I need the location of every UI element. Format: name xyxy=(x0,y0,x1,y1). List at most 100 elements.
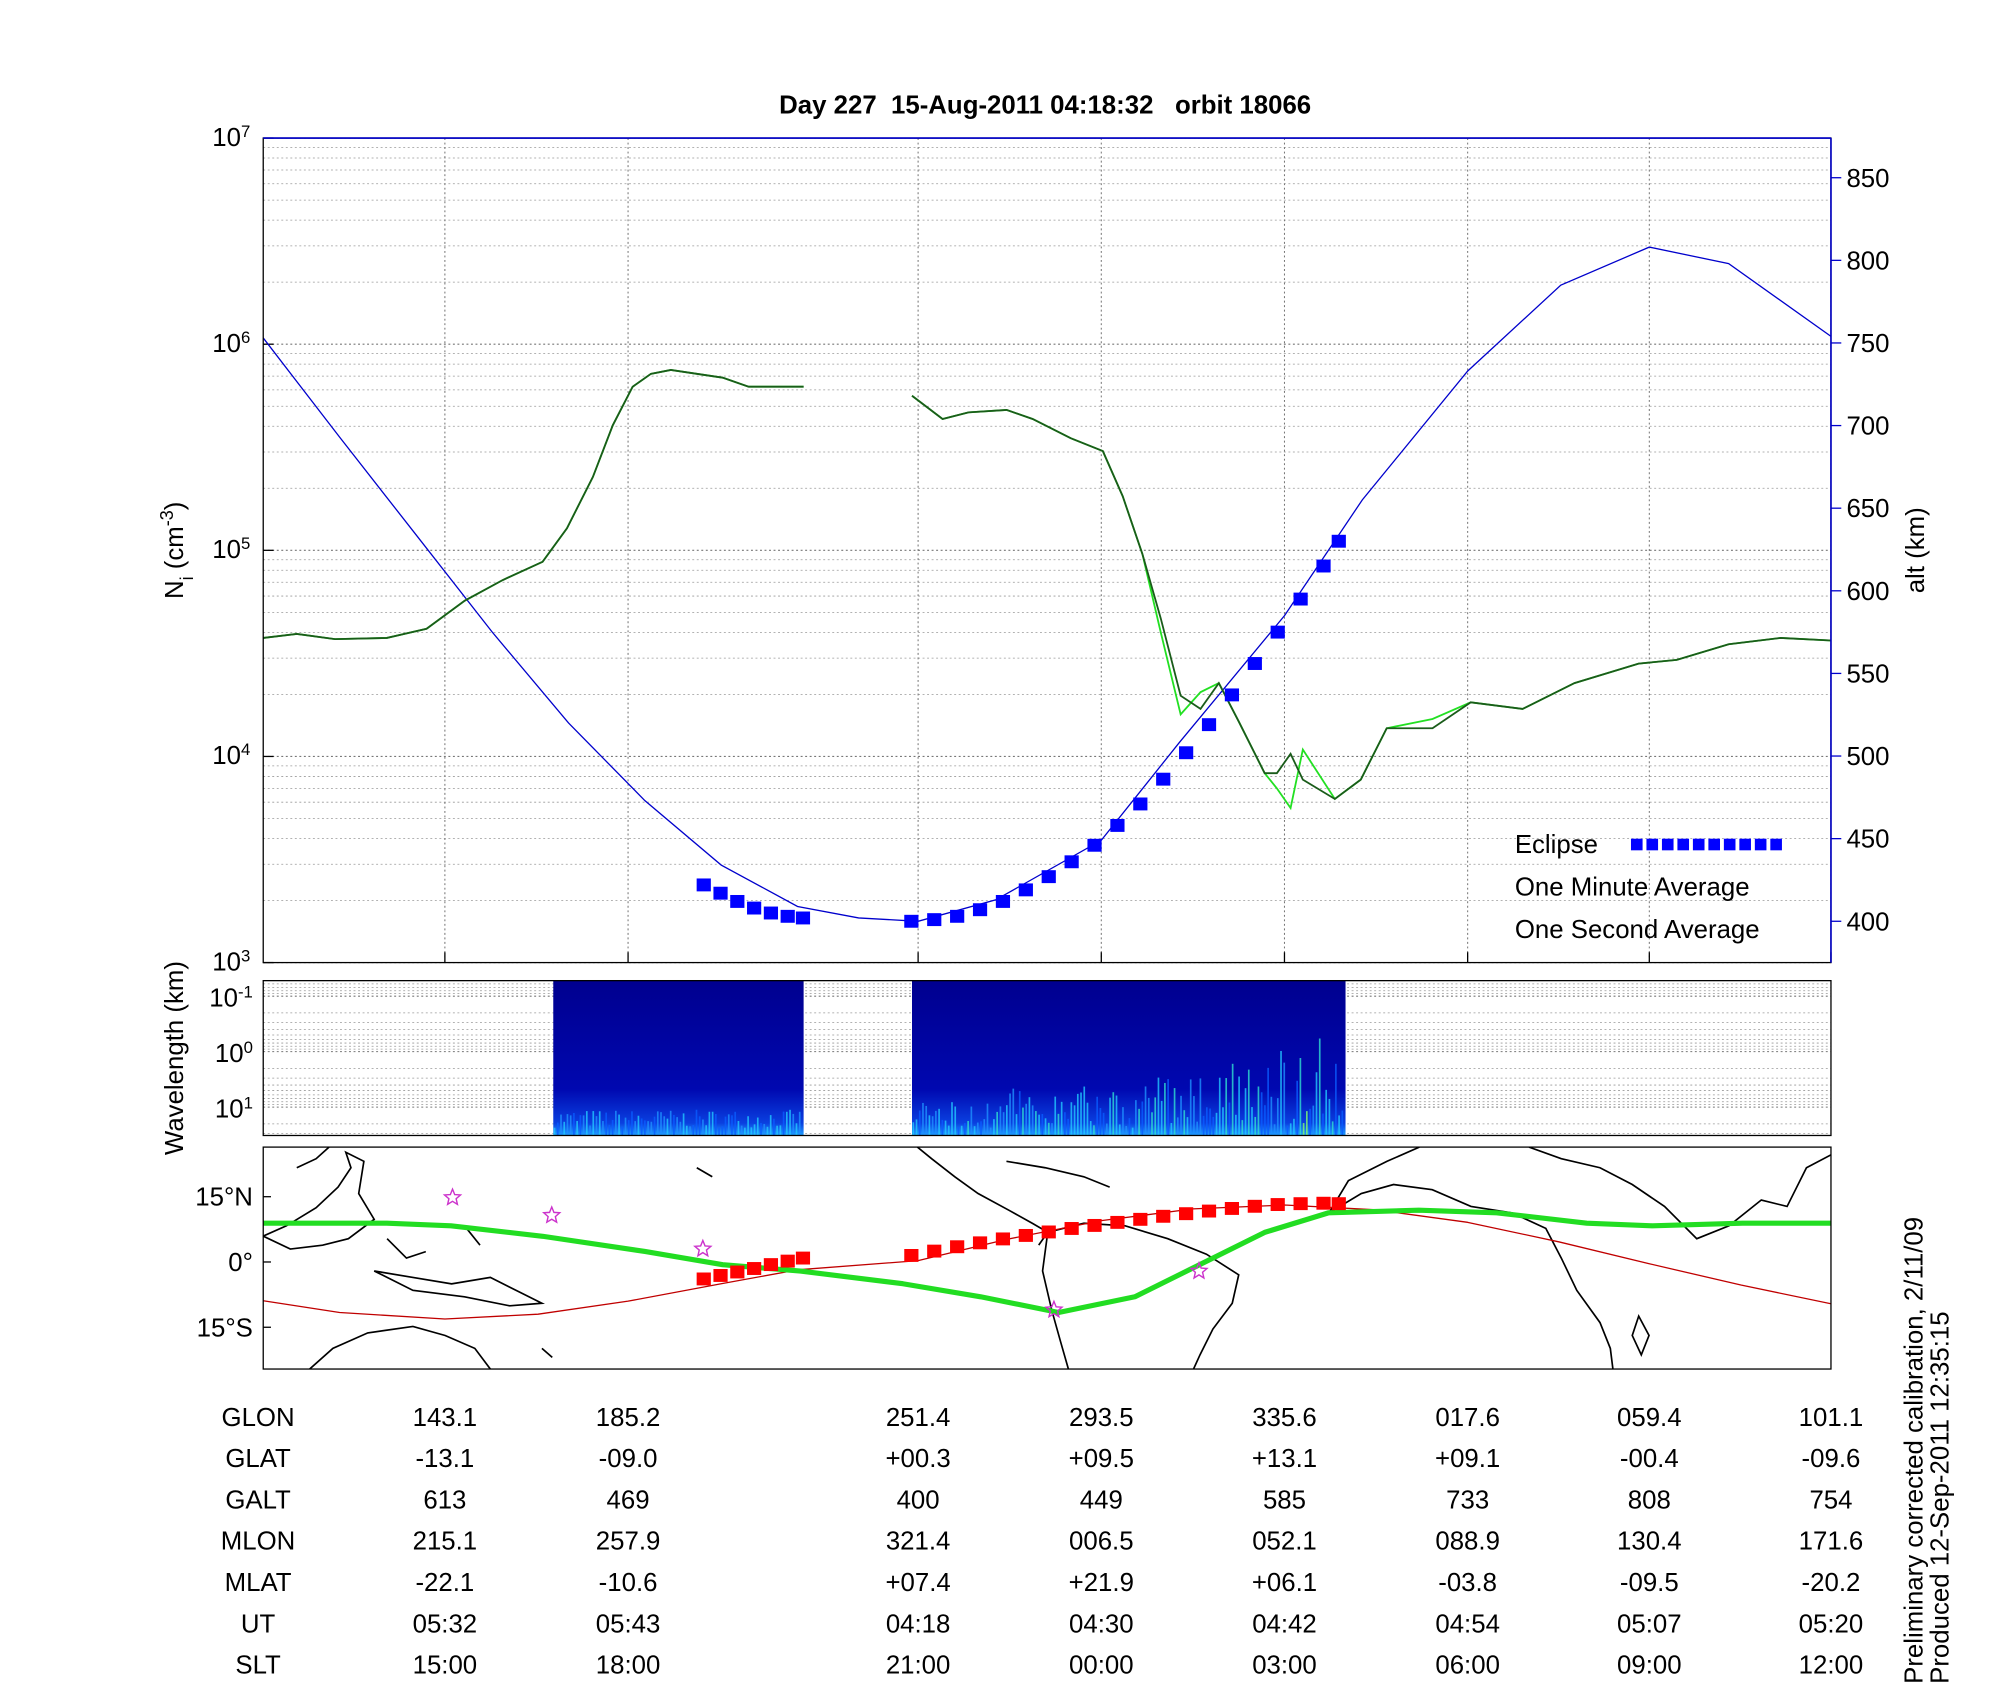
plot-frame xyxy=(262,980,1832,1137)
y2-axis-label: alt (km) xyxy=(1902,507,1930,593)
y-axis-label: Wavelength (km) xyxy=(161,961,189,1155)
table-cell: 754 xyxy=(1809,1486,1852,1514)
tick-exponent: 7 xyxy=(241,121,250,140)
eclipse-marker xyxy=(1133,1212,1148,1226)
table-cell: +21.9 xyxy=(1069,1569,1134,1597)
eclipse-marker xyxy=(972,1236,988,1250)
table-cell: 05:43 xyxy=(596,1610,661,1638)
y-tick-label: 107 xyxy=(212,121,250,151)
y-tick-label: 103 xyxy=(212,946,250,977)
table-cell: +07.4 xyxy=(885,1569,950,1597)
eclipse-marker xyxy=(1224,1202,1240,1215)
y-tick-label: 101 xyxy=(215,1093,253,1124)
table-cell: 143.1 xyxy=(413,1404,478,1432)
legend-swatch xyxy=(1630,838,1643,851)
table-cell: 05:32 xyxy=(413,1610,478,1638)
map-panel: 15°N 0° 15°S xyxy=(195,1146,1832,1370)
label-base: N xyxy=(161,580,189,599)
table-cell: 733 xyxy=(1446,1486,1489,1514)
coastline xyxy=(1631,1314,1650,1357)
table-cell: 09:00 xyxy=(1617,1652,1682,1680)
table-cell: -09.6 xyxy=(1802,1445,1861,1473)
eclipse-marker xyxy=(795,911,811,925)
table-cell: +00.3 xyxy=(885,1445,950,1473)
table-cell: 293.5 xyxy=(1069,1404,1134,1432)
eclipse-marker xyxy=(763,1258,779,1272)
legend-swatch xyxy=(1661,838,1674,851)
row-label: GALT xyxy=(225,1486,291,1514)
y2-tick-label: 800 xyxy=(1846,247,1889,275)
legend-swatch xyxy=(1723,838,1736,851)
plot-frame xyxy=(262,1146,1832,1370)
eclipse-marker xyxy=(1064,1222,1079,1235)
table-cell: +09.1 xyxy=(1435,1445,1500,1473)
notes: Preliminary corrected calibration, 2/11/… xyxy=(1901,1217,1955,1684)
coastline xyxy=(296,1147,330,1169)
eclipse-marker xyxy=(1110,1215,1125,1229)
eclipse-marker xyxy=(1293,1197,1308,1211)
eclipse-marker xyxy=(730,894,745,908)
eclipse-marker xyxy=(747,1262,762,1275)
note: Produced 12-Sep-2011 12:35:15 xyxy=(1926,1311,1954,1683)
y2-tick-label: 550 xyxy=(1846,660,1889,688)
tick-base: 10 xyxy=(215,1095,244,1123)
legend-swatch xyxy=(1692,838,1705,851)
table-cell: 04:54 xyxy=(1435,1610,1500,1638)
table-cell: 449 xyxy=(1080,1486,1123,1514)
tick-exponent: 5 xyxy=(241,534,250,553)
station-marker xyxy=(541,1205,562,1224)
altitude-line xyxy=(263,246,1831,922)
y2-tick-label: 850 xyxy=(1846,165,1889,193)
row-label: MLON xyxy=(221,1528,296,1556)
eclipse-marker xyxy=(1156,1209,1171,1223)
eclipse-marker xyxy=(1064,855,1079,869)
y-tick-label: 15°S xyxy=(197,1314,253,1342)
coastline xyxy=(263,1150,376,1250)
table-cell: -09.5 xyxy=(1620,1569,1679,1597)
tick-base: 15°S xyxy=(197,1314,253,1342)
eclipse-marker xyxy=(1041,870,1056,884)
station-marker xyxy=(693,1238,713,1258)
eclipse-marker xyxy=(1331,1197,1346,1211)
eclipse-marker xyxy=(1087,1218,1102,1232)
eclipse-marker xyxy=(1179,1207,1194,1221)
table-cell: 04:18 xyxy=(886,1610,951,1638)
eclipse-marker xyxy=(927,913,942,927)
eclipse-marker xyxy=(713,886,728,900)
eclipse-marker xyxy=(904,914,919,928)
table-cell: 321.4 xyxy=(886,1528,951,1556)
tick-base: 10 xyxy=(215,1040,244,1068)
legend-swatch xyxy=(1708,838,1720,851)
row-label: MLAT xyxy=(225,1569,292,1597)
legend-label: One Minute Average xyxy=(1515,873,1750,901)
y-tick-label: 105 xyxy=(212,534,250,565)
table-cell: 052.1 xyxy=(1252,1528,1317,1556)
y-tick-label: 15°N xyxy=(195,1184,253,1212)
eclipse-marker xyxy=(950,1240,965,1254)
eclipse-marker xyxy=(730,1265,745,1279)
table-cell: -10.6 xyxy=(599,1569,658,1597)
tick-exponent: 6 xyxy=(241,327,250,346)
eclipse-marker xyxy=(1110,818,1125,832)
y-tick-label: 100 xyxy=(215,1037,253,1068)
coastline xyxy=(386,1167,713,1359)
table-cell: -22.1 xyxy=(415,1569,474,1597)
spectrogram-block xyxy=(911,980,1346,1136)
tick-exponent: -1 xyxy=(238,982,253,1001)
eclipse-marker xyxy=(995,894,1011,908)
density-panel: 1031041051061074004505005506006507007508… xyxy=(157,121,1930,976)
table-cell: 059.4 xyxy=(1617,1404,1682,1432)
coastlines xyxy=(263,1147,1831,1370)
table-cell: 088.9 xyxy=(1435,1528,1500,1556)
coastline xyxy=(309,1325,491,1370)
eclipse-marker xyxy=(1224,688,1240,702)
density-line xyxy=(263,369,1831,801)
coastline xyxy=(1047,1222,1240,1370)
table-cell: +06.1 xyxy=(1252,1569,1317,1597)
tick-exponent: 1 xyxy=(244,1093,253,1112)
row-label: GLON xyxy=(222,1404,295,1432)
eclipse-marker xyxy=(1156,772,1171,786)
table-cell: -03.8 xyxy=(1438,1569,1497,1597)
y-tick-label: 104 xyxy=(212,740,250,771)
